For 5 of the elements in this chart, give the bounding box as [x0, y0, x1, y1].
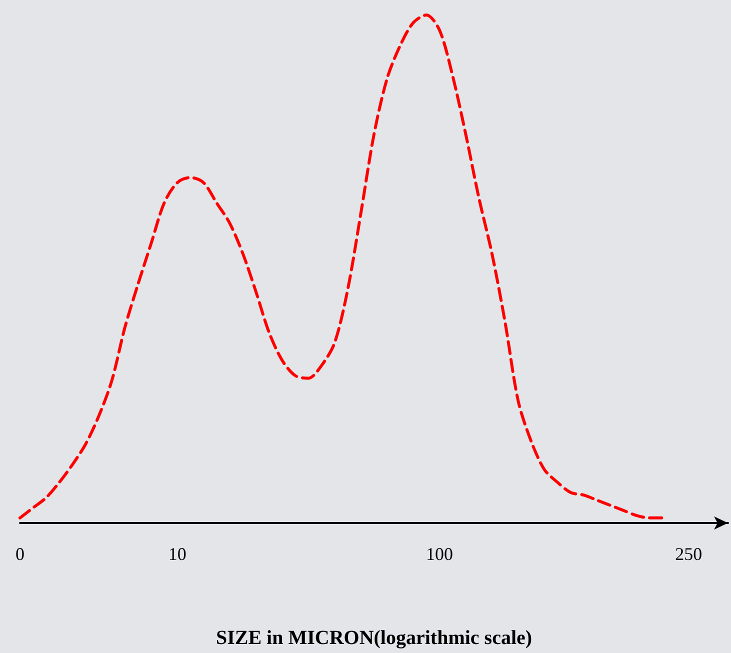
x-tick-label: 100 [426, 544, 454, 564]
x-tick-label: 0 [16, 544, 24, 564]
x-axis-title: SIZE in MICRON(logarithmic scale) [216, 627, 532, 649]
x-tick-label: 250 [675, 544, 702, 564]
x-tick-label: 10 [168, 544, 186, 564]
